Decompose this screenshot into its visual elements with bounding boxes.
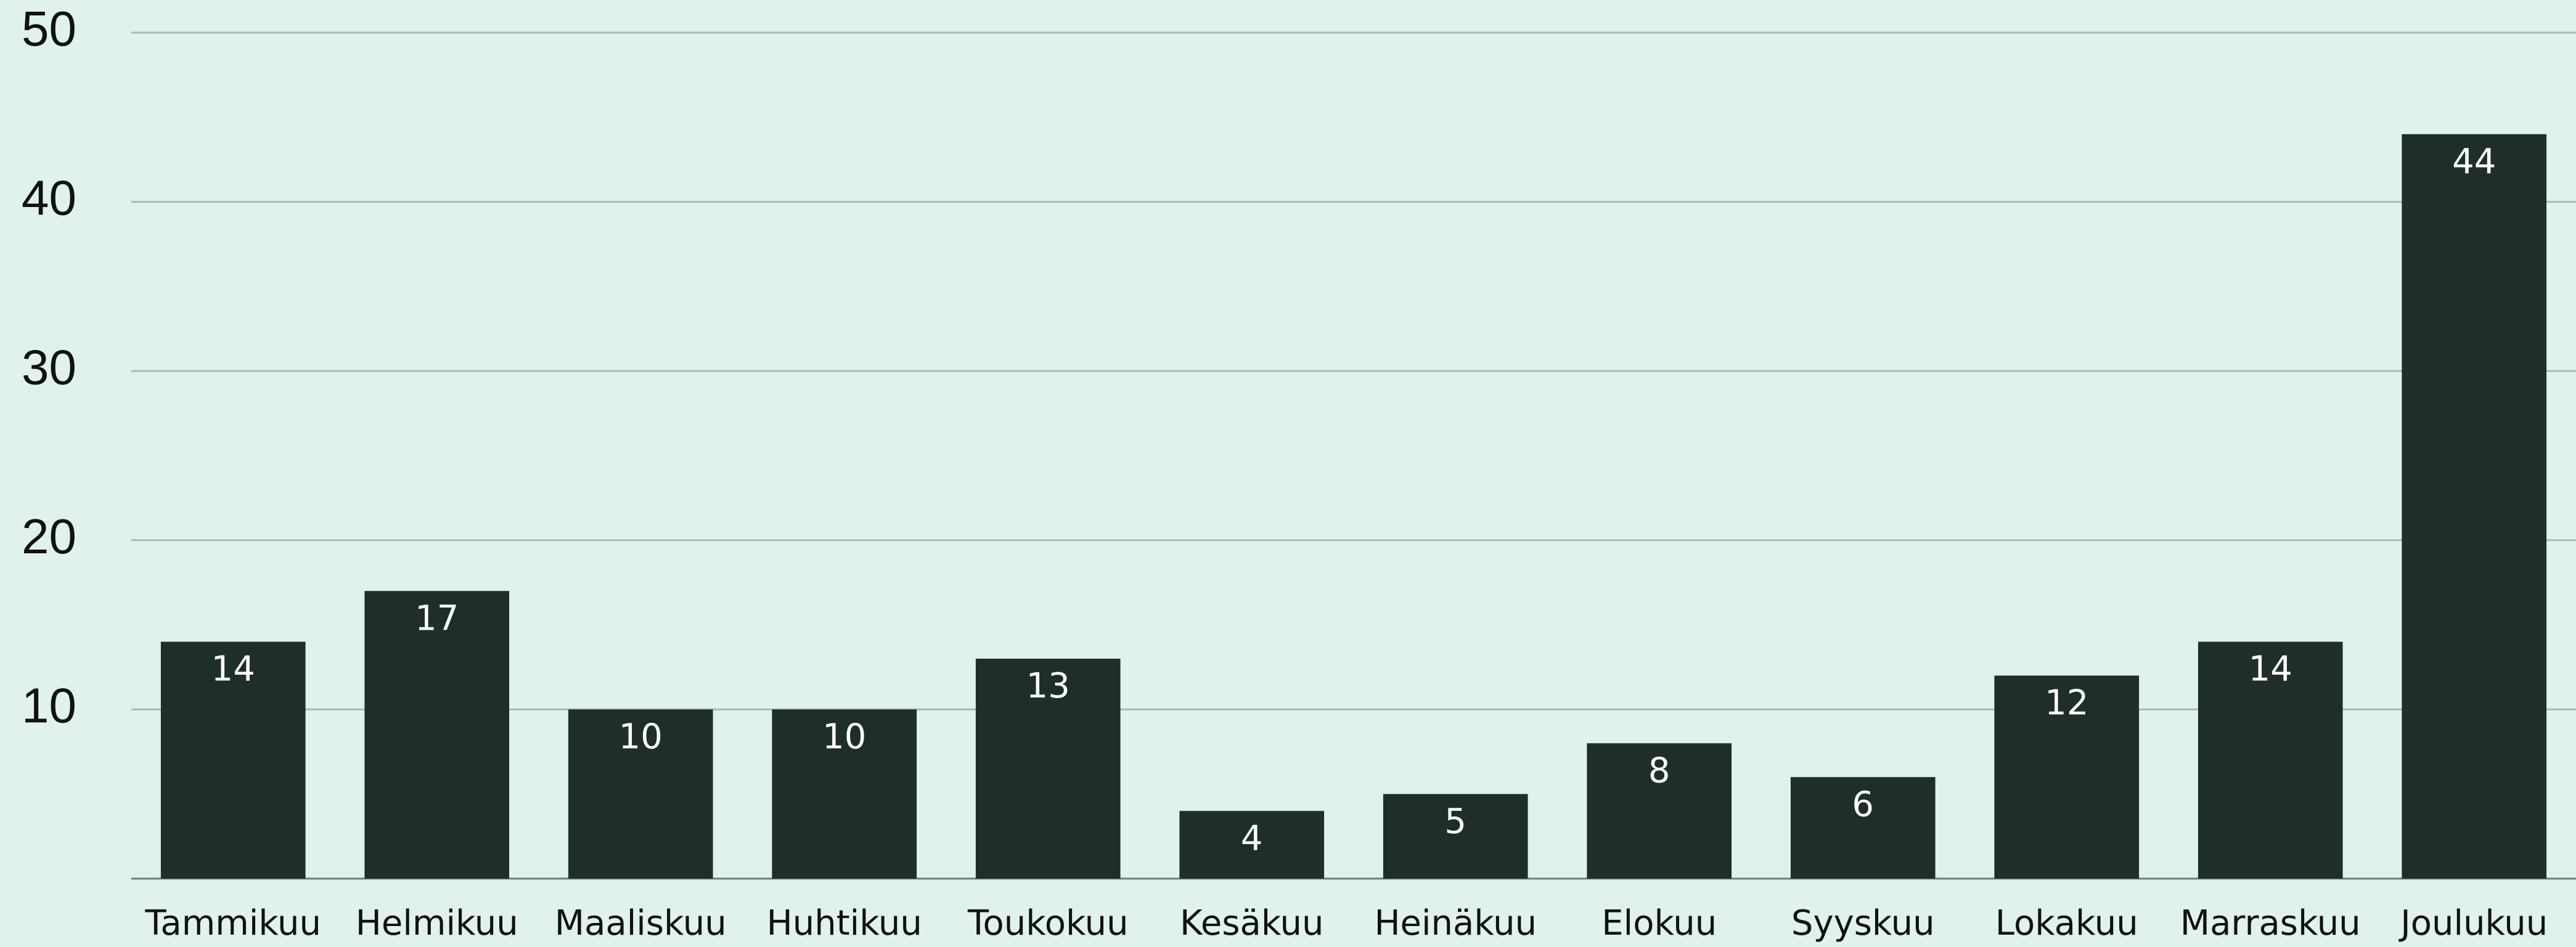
value-label: 17 bbox=[415, 598, 459, 638]
bar bbox=[975, 659, 1121, 879]
value-label: 12 bbox=[2045, 683, 2088, 723]
x-tick-label: Maaliskuu bbox=[555, 903, 727, 943]
bar bbox=[364, 591, 510, 879]
x-tick-label: Toukokuu bbox=[967, 903, 1129, 943]
x-tick-label: Elokuu bbox=[1601, 903, 1717, 943]
y-tick-label: 10 bbox=[22, 678, 76, 733]
value-label: 6 bbox=[1852, 784, 1874, 824]
value-label: 14 bbox=[2249, 649, 2292, 689]
bar bbox=[2402, 134, 2547, 879]
value-label: 8 bbox=[1648, 750, 1670, 791]
bar bbox=[1587, 743, 1732, 879]
x-tick-label: Lokakuu bbox=[1995, 903, 2138, 943]
x-tick-label: Heinäkuu bbox=[1374, 903, 1537, 943]
y-tick-label: 30 bbox=[22, 339, 76, 394]
value-label: 44 bbox=[2452, 142, 2496, 182]
y-tick-label: 40 bbox=[22, 171, 76, 226]
bar bbox=[160, 641, 306, 879]
y-tick-label: 50 bbox=[22, 1, 76, 56]
value-label: 4 bbox=[1241, 818, 1263, 858]
bar bbox=[772, 709, 917, 879]
bar bbox=[1179, 811, 1325, 879]
value-label: 14 bbox=[211, 649, 255, 689]
y-tick-label: 20 bbox=[22, 509, 76, 564]
x-tick-label: Joulukuu bbox=[2398, 903, 2548, 943]
x-tick-label: Tammikuu bbox=[144, 903, 321, 943]
value-label: 10 bbox=[822, 717, 866, 757]
bar bbox=[1790, 777, 1936, 879]
x-tick-label: Syyskuu bbox=[1791, 903, 1935, 943]
value-label: 10 bbox=[619, 717, 663, 757]
x-tick-label: Huhtikuu bbox=[767, 903, 922, 943]
bar bbox=[1994, 675, 2140, 879]
bar bbox=[2198, 641, 2343, 879]
value-label: 5 bbox=[1444, 802, 1466, 842]
x-tick-label: Marraskuu bbox=[2180, 903, 2361, 943]
x-tick-label: Helmikuu bbox=[356, 903, 518, 943]
bar bbox=[1383, 794, 1528, 879]
bar bbox=[568, 709, 713, 879]
value-label: 13 bbox=[1026, 666, 1070, 706]
x-tick-label: Kesäkuu bbox=[1180, 903, 1324, 943]
